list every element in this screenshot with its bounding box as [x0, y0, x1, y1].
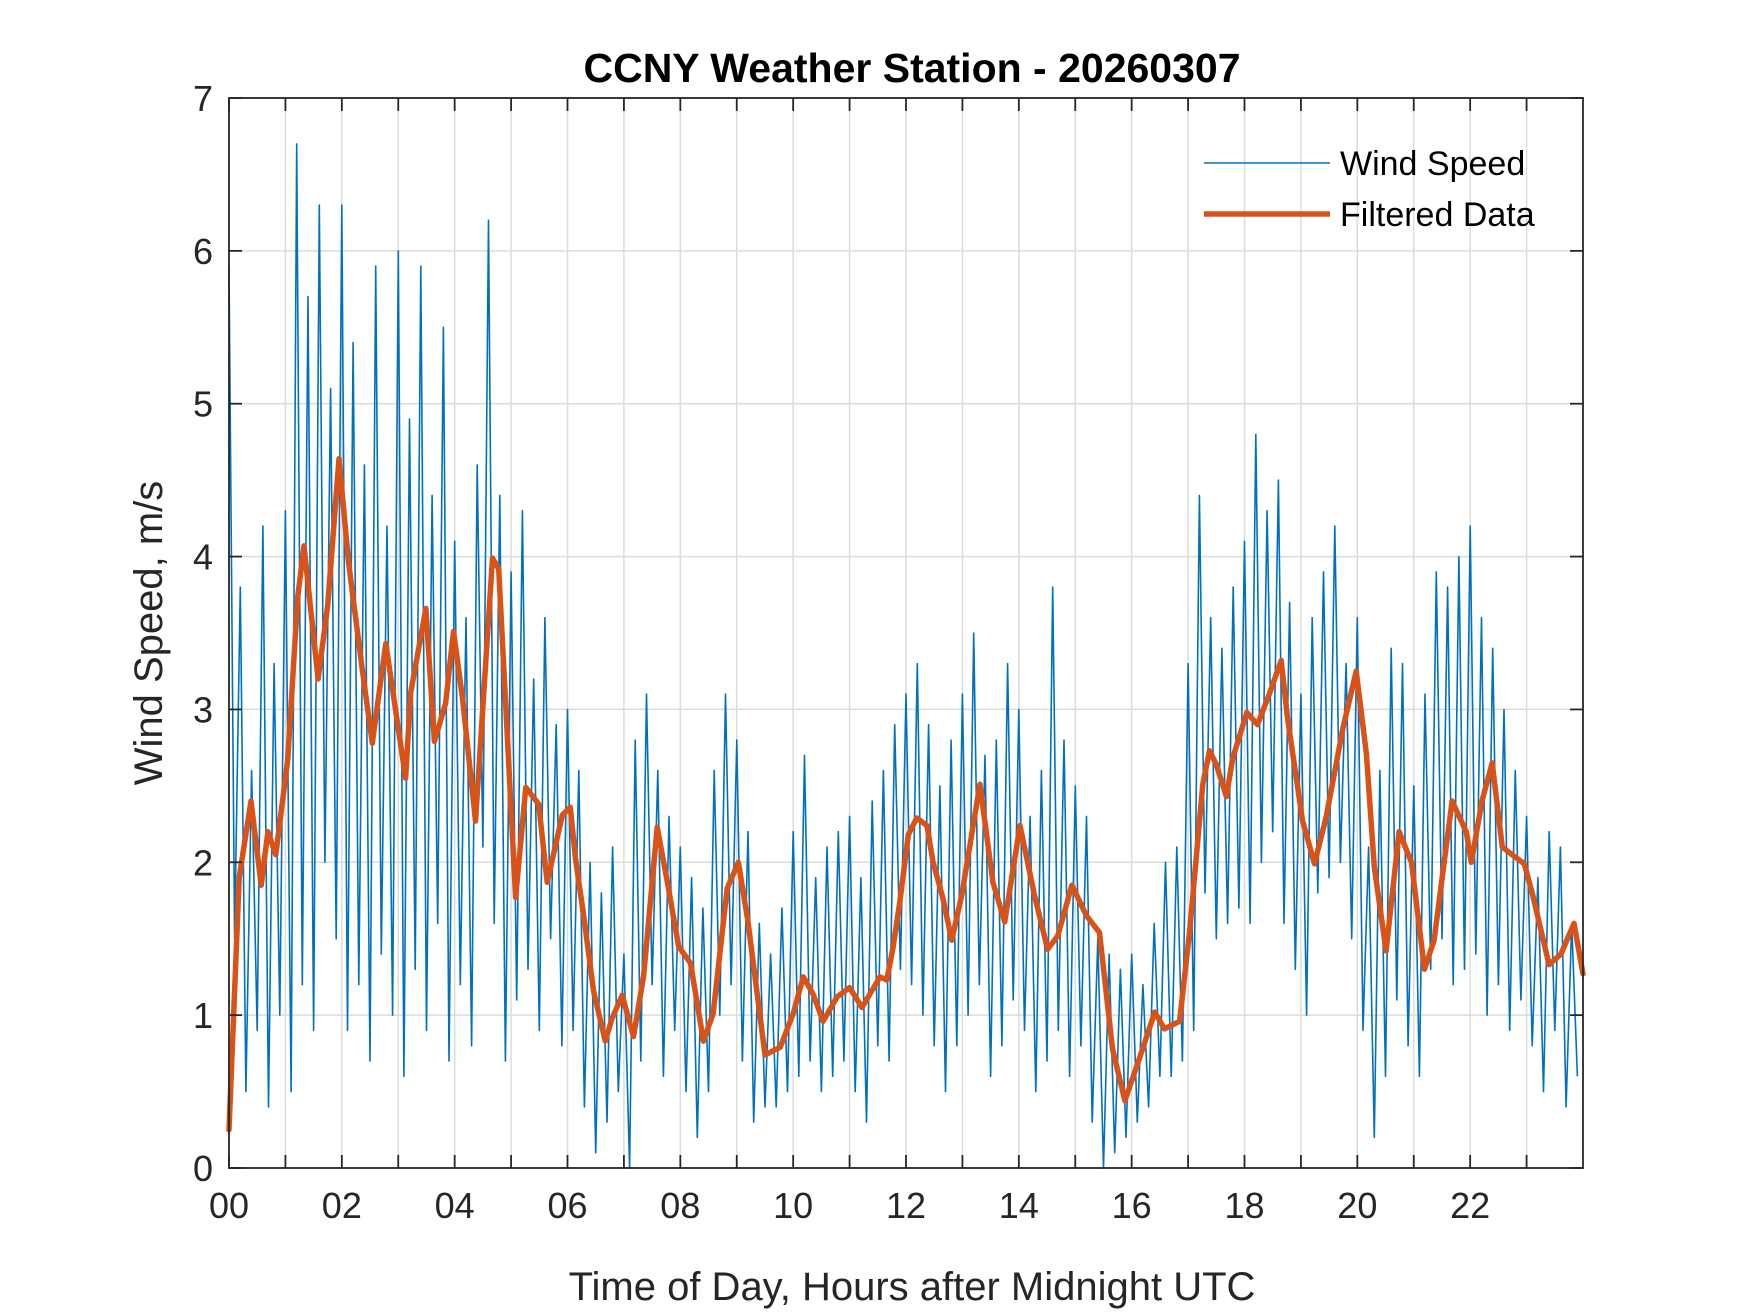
y-tick-label: 2 — [193, 842, 213, 883]
series-wind-speed — [228, 143, 1579, 1169]
y-tick-label: 3 — [193, 689, 213, 730]
legend-label-wind-speed: Wind Speed — [1340, 145, 1525, 183]
chart-title: CCNY Weather Station - 20260307 — [583, 45, 1240, 91]
x-tick-label: 16 — [1112, 1185, 1152, 1226]
x-tick-label: 18 — [1224, 1185, 1264, 1226]
y-tick-label: 7 — [193, 78, 213, 119]
x-tick-label: 06 — [547, 1185, 587, 1226]
x-tick-label: 22 — [1450, 1185, 1490, 1226]
x-tick-label: 00 — [209, 1185, 249, 1226]
x-tick-label: 20 — [1337, 1185, 1377, 1226]
y-axis-label: Wind Speed, m/s — [127, 481, 171, 786]
y-tick-label: 4 — [193, 537, 213, 578]
x-tick-label: 10 — [773, 1185, 813, 1226]
y-tick-label: 0 — [193, 1148, 213, 1189]
x-tick-label: 02 — [322, 1185, 362, 1226]
x-axis-label: Time of Day, Hours after Midnight UTC — [569, 1265, 1256, 1309]
y-tick-label: 6 — [193, 231, 213, 272]
x-tick-label: 12 — [886, 1185, 926, 1226]
series-layer — [226, 143, 1586, 1169]
y-tick-label: 1 — [193, 995, 213, 1036]
grid — [228, 97, 1583, 1169]
x-tick-label: 14 — [999, 1185, 1039, 1226]
x-tick-label: 08 — [660, 1185, 700, 1226]
series-filtered-data — [226, 455, 1586, 1133]
legend-label-filtered-data: Filtered Data — [1340, 196, 1535, 234]
x-tick-label: 04 — [435, 1185, 475, 1226]
ticks — [228, 97, 1583, 1169]
legend: Wind Speed Filtered Data — [1204, 145, 1535, 234]
y-tick-label: 5 — [193, 384, 213, 425]
